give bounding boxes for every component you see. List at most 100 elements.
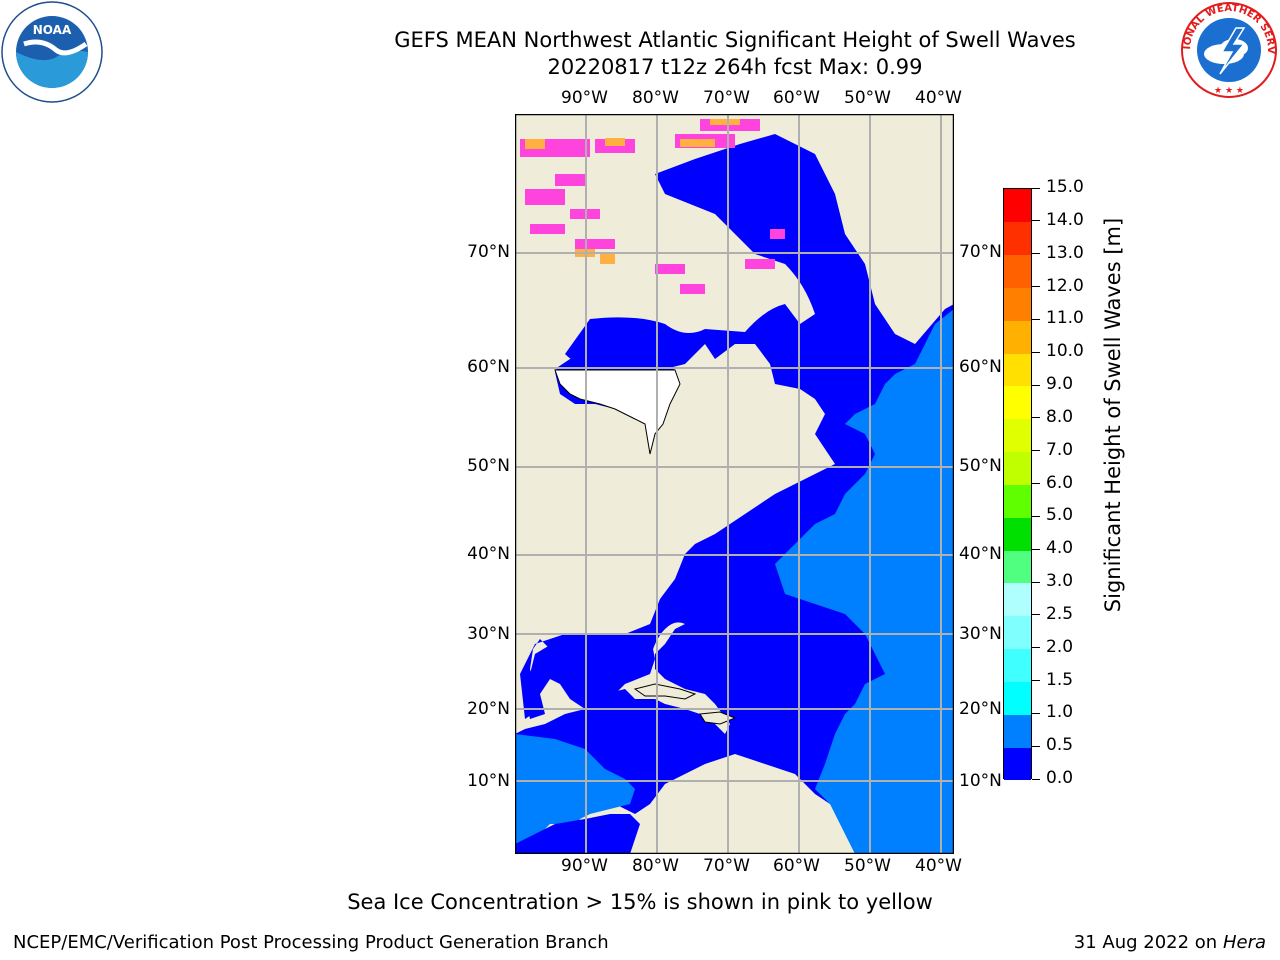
lon-label-bottom-80w: 80°W: [632, 856, 679, 876]
lon-label-top-40w: 40°W: [915, 88, 962, 108]
lat-label-left-60n: 60°N: [467, 357, 510, 377]
gulf-of-mexico: [525, 634, 655, 719]
colorbar-tick-label: 11.0: [1046, 308, 1084, 329]
colorbar-segment: [1004, 583, 1031, 617]
lat-label-right-60n: 60°N: [959, 357, 1002, 377]
colorbar-tick: [1032, 745, 1040, 747]
noaa-logo: NOAA: [1, 1, 103, 103]
colorbar-tick-label: 13.0: [1046, 242, 1084, 263]
lat-label-right-10n: 10°N: [959, 771, 1002, 791]
lat-label-left-70n: 70°N: [467, 242, 510, 262]
colorbar-tick: [1032, 351, 1040, 353]
footer-producer: NCEP/EMC/Verification Post Processing Pr…: [13, 932, 609, 953]
nws-logo: NATIONAL WEATHER SERVICE ★ ★ ★: [1178, 0, 1277, 98]
colorbar-tick-label: 3.0: [1046, 571, 1074, 591]
colorbar-segment: [1004, 517, 1031, 551]
colorbar-segment: [1004, 550, 1031, 584]
lat-label-left-40n: 40°N: [467, 544, 510, 564]
colorbar-tick: [1032, 581, 1040, 583]
colorbar-tick-label: 9.0: [1046, 374, 1074, 394]
lat-label-left-30n: 30°N: [467, 624, 510, 644]
colorbar-tick: [1032, 450, 1040, 452]
colorbar-tick: [1032, 253, 1040, 255]
colorbar: [1003, 188, 1032, 781]
colorbar-segment: [1004, 418, 1031, 453]
colorbar-segment: [1004, 615, 1031, 650]
map-gridlines: [515, 114, 954, 854]
lat-label-right-40n: 40°N: [959, 544, 1002, 564]
footer-host: Hera: [1222, 932, 1266, 953]
lat-label-right-70n: 70°N: [959, 242, 1002, 262]
colorbar-tick-label: 15.0: [1046, 177, 1084, 197]
colorbar-tick: [1032, 286, 1040, 287]
lon-label-bottom-70w: 70°W: [703, 856, 750, 876]
lon-label-top-70w: 70°W: [703, 88, 750, 108]
colorbar-tick: [1032, 680, 1040, 681]
colorbar-tick-label: 6.0: [1046, 472, 1074, 493]
lat-label-right-20n: 20°N: [959, 699, 1002, 719]
lat-label-left-50n: 50°N: [467, 456, 510, 476]
colorbar-tick-label: 1.0: [1046, 702, 1074, 723]
colorbar-tick-label: 14.0: [1046, 209, 1084, 230]
chart-subtitle: 20220817 t12z 264h fcst Max: 0.99: [547, 55, 923, 79]
colorbar-tick: [1032, 548, 1040, 550]
chart-title: GEFS MEAN Northwest Atlantic Significant…: [394, 28, 1076, 52]
colorbar-tick: [1032, 647, 1040, 649]
lon-label-bottom-60w: 60°W: [773, 856, 820, 876]
colorbar-title: Significant Height of Swell Waves [m]: [1101, 217, 1125, 613]
lat-label-left-20n: 20°N: [467, 699, 510, 719]
colorbar-segment: [1004, 484, 1031, 518]
colorbar-tick: [1032, 220, 1040, 222]
colorbar-segment: [1004, 451, 1031, 485]
colorbar-tick-label: 10.0: [1046, 341, 1084, 362]
colorbar-segment: [1004, 353, 1031, 387]
pacific-region: [515, 734, 635, 844]
colorbar-segment: [1004, 747, 1031, 781]
lon-label-top-80w: 80°W: [632, 88, 679, 108]
lat-label-left-10n: 10°N: [467, 771, 510, 791]
lon-label-bottom-50w: 50°W: [844, 856, 891, 876]
colorbar-segment: [1004, 386, 1031, 420]
colorbar-tick-label: 4.0: [1046, 538, 1074, 559]
colorbar-tick-label: 0.0: [1046, 768, 1074, 788]
colorbar-segment: [1004, 714, 1031, 748]
colorbar-tick: [1032, 712, 1040, 714]
colorbar-tick-label: 2.5: [1046, 603, 1074, 624]
colorbar-tick-label: 5.0: [1046, 505, 1074, 526]
colorbar-tick-label: 2.0: [1046, 636, 1074, 657]
colorbar-segment: [1004, 320, 1031, 354]
lon-label-top-50w: 50°W: [844, 88, 891, 108]
lat-label-right-50n: 50°N: [959, 456, 1002, 476]
lon-label-bottom-90w: 90°W: [561, 856, 608, 876]
lon-label-top-60w: 60°W: [773, 88, 820, 108]
colorbar-tick: [1032, 187, 1040, 189]
colorbar-segment: [1004, 287, 1031, 321]
lat-label-right-30n: 30°N: [959, 624, 1002, 644]
colorbar-tick-label: 8.0: [1046, 406, 1074, 427]
colorbar-tick-label: 1.5: [1046, 669, 1074, 690]
colorbar-tick: [1032, 515, 1040, 517]
pacific-region-south: [515, 814, 640, 854]
colorbar-tick-label: 7.0: [1046, 439, 1074, 460]
colorbar-tick-label: 0.5: [1046, 735, 1074, 756]
svg-text:★ ★ ★: ★ ★ ★: [1214, 86, 1244, 96]
colorbar-tick-label: 12.0: [1046, 275, 1084, 296]
footer-date-text: 31 Aug 2022 on: [1073, 932, 1218, 953]
colorbar-segment: [1004, 221, 1031, 256]
svg-text:NOAA: NOAA: [33, 23, 72, 37]
colorbar-tick: [1032, 318, 1040, 320]
colorbar-segment: [1004, 189, 1031, 223]
map-panel: [515, 114, 954, 854]
colorbar-tick: [1032, 483, 1040, 484]
sea-ice-note: Sea Ice Concentration > 15% is shown in …: [347, 890, 933, 914]
lon-label-bottom-40w: 40°W: [915, 856, 962, 876]
colorbar-segment: [1004, 254, 1031, 288]
ocean-mid-region: [775, 309, 954, 854]
colorbar-segment: [1004, 648, 1031, 682]
colorbar-segment: [1004, 681, 1031, 715]
colorbar-tick: [1032, 417, 1040, 419]
footer-date: 31 Aug 2022 on Hera: [1074, 932, 1266, 953]
colorbar-tick: [1032, 778, 1040, 780]
colorbar-tick: [1032, 614, 1040, 616]
colorbar-tick: [1032, 384, 1040, 386]
